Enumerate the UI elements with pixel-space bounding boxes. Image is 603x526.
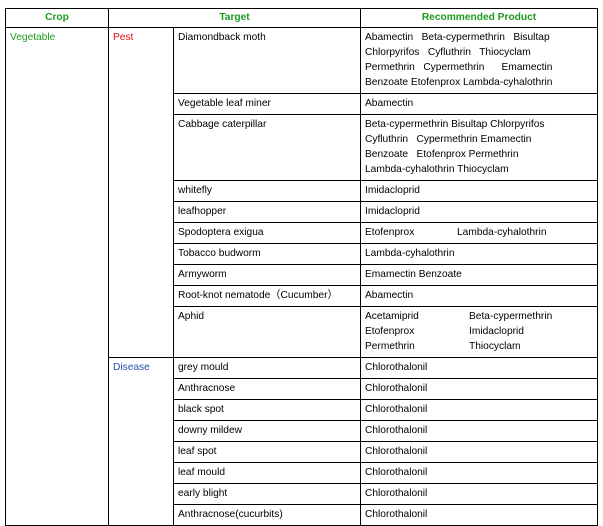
product-item: Lambda-cyhalothrin [457,227,547,238]
product-cell: Chlorothalonil [360,441,599,463]
product-item: Acetamiprid [365,311,419,322]
product-line: Lambda-cyhalothrin [365,248,455,259]
product-cell: Abamectin Beta-cypermethrin Bisultap Chlo… [360,27,599,94]
product-cell: Etofenprox Lambda-cyhalothrin [360,222,599,244]
target-cell: leafhopper [172,201,362,223]
table-row: leaf mould Chlorothalonil [6,462,599,484]
product-item: Etofenprox [365,326,415,337]
table-row: Tobacco budworm Lambda-cyhalothrin [6,243,599,265]
target-cell: whitefly [172,180,362,202]
product-cell: Chlorothalonil [360,504,599,526]
product-line: Acetamiprid Beta-cypermethrin [365,309,594,324]
product-line: Chlorpyrifos Cyfluthrin Thiocyclam [365,47,531,58]
header-target: Target [107,8,362,28]
table-row: downy mildew Chlorothalonil [6,420,599,442]
crop-cell: Vegetable [5,27,109,526]
product-line: Emamectin Benzoate [365,269,462,280]
pesticide-recommendation-table: Crop Target Recommended Product Vegetabl… [5,8,599,526]
target-cell: Root-knot nematode（Cucumber） [172,285,362,307]
product-line: Abamectin Beta-cypermethrin Bisultap [365,32,550,43]
target-cell: Spodoptera exigua [172,222,362,244]
target-cell: Anthracnose(cucurbits) [172,504,362,526]
table-row: Vegetable Pest Diamondback moth Abamectin B… [5,27,599,526]
target-cell: Cabbage caterpillar [172,114,362,181]
product-cell: Imidacloprid [360,201,599,223]
target-cell: grey mould [172,357,362,379]
product-line: Imidacloprid [365,185,420,196]
product-cell: Abamectin [360,285,599,307]
table-row: whitefly Imidacloprid [6,180,599,202]
product-cell: Emamectin Benzoate [360,264,599,286]
target-cell: Anthracnose [172,378,362,400]
product-line: Permethrin Thiocyclam [365,339,594,354]
target-cell: Vegetable leaf miner [172,93,362,115]
target-cell: Tobacco budworm [172,243,362,265]
product-line: Etofenprox Lambda-cyhalothrin [365,225,594,240]
header-recommended-product: Recommended Product [360,8,599,28]
target-cell: Diamondback moth [172,27,362,94]
table-body: Vegetable Pest Diamondback moth Abamectin B… [5,27,599,526]
category-pest: Pest [108,27,174,358]
product-cell: Chlorothalonil [360,357,599,379]
target-cell: Armyworm [172,264,362,286]
target-cell: downy mildew [172,420,362,442]
product-line: Imidacloprid [365,206,420,217]
target-cell: black spot [172,399,362,421]
product-line: Permethrin Cypermethrin Emamectin [365,62,553,73]
product-cell: Chlorothalonil [360,378,599,400]
product-line: Abamectin [365,98,414,109]
category-disease: Disease [108,357,174,526]
product-item: Thiocyclam [469,341,521,352]
product-line: Cyfluthrin Cypermethrin Emamectin [365,134,532,145]
product-line: Abamectin [365,290,414,301]
table-row: black spot Chlorothalonil [6,399,599,421]
product-cell: Acetamiprid Beta-cypermethrin Etofenprox Im… [360,306,599,358]
product-cell: Lambda-cyhalothrin [360,243,599,265]
header-crop: Crop [5,8,109,28]
product-item: Beta-cypermethrin [469,311,553,322]
table-row: Cabbage caterpillar Beta-cypermethrin Bis… [6,114,599,181]
product-cell: Chlorothalonil [360,399,599,421]
product-item: Imidacloprid [469,326,524,337]
table-row: Aphid Acetamiprid Beta-cypermethrin Etofenp… [6,306,599,358]
product-line: Etofenprox Imidacloprid [365,324,594,339]
table-row: Root-knot nematode（Cucumber） Abamectin [6,285,599,307]
header-row: Crop Target Recommended Product [5,8,599,28]
product-line: Benzoate Etofenprox Permethrin [365,149,519,160]
table-row: Disease grey mould Chlorothalonil [6,357,599,526]
product-line: Benzoate Etofenprox Lambda-cyhalothrin [365,77,553,88]
product-cell: Beta-cypermethrin Bisultap Chlorpyrifos C… [360,114,599,181]
product-cell: Chlorothalonil [360,420,599,442]
product-item: Permethrin [365,341,415,352]
product-line: Lambda-cyhalothrin Thiocyclam [365,164,509,175]
target-cell: Aphid [172,306,362,358]
target-cell: early blight [172,483,362,505]
table-row: early blight Chlorothalonil [6,483,599,505]
target-cell: leaf spot [172,441,362,463]
product-cell: Chlorothalonil [360,483,599,505]
product-cell: Abamectin [360,93,599,115]
table-row: Vegetable leaf miner Abamectin [6,93,599,115]
product-line: Beta-cypermethrin Bisultap Chlorpyrifos [365,119,545,130]
product-cell: Imidacloprid [360,180,599,202]
product-cell: Chlorothalonil [360,462,599,484]
table-row: Anthracnose Chlorothalonil [6,378,599,400]
target-cell: leaf mould [172,462,362,484]
product-item: Etofenprox [365,227,415,238]
